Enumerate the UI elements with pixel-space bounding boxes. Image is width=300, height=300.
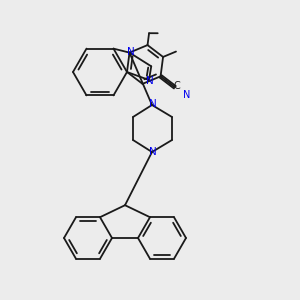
Text: N: N <box>127 46 135 57</box>
Text: N: N <box>149 99 157 109</box>
Text: N: N <box>149 147 157 157</box>
Text: N: N <box>183 90 190 100</box>
Text: N: N <box>146 76 154 86</box>
Text: C: C <box>173 81 180 91</box>
